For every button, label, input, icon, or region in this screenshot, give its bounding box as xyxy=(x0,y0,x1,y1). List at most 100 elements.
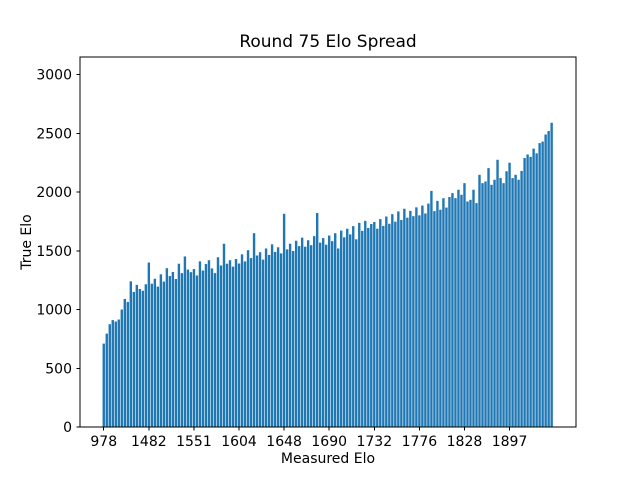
bar xyxy=(216,257,220,427)
bar xyxy=(141,290,145,427)
bar xyxy=(412,216,415,427)
bar xyxy=(514,174,517,427)
x-tick-label: 1897 xyxy=(492,434,528,450)
bar xyxy=(108,324,111,427)
x-tick-label: 1482 xyxy=(131,434,167,450)
bar xyxy=(340,230,343,427)
bar xyxy=(355,239,358,427)
bar xyxy=(192,269,196,427)
bar xyxy=(361,230,364,427)
bar xyxy=(511,178,514,427)
bar xyxy=(147,262,151,427)
y-tick-label: 2500 xyxy=(36,126,72,142)
bar xyxy=(288,243,292,427)
bar xyxy=(379,219,382,427)
bar xyxy=(255,255,259,427)
bar xyxy=(364,220,367,427)
bar xyxy=(315,212,319,427)
bar xyxy=(499,178,502,427)
bar xyxy=(418,215,421,427)
bar xyxy=(240,254,244,427)
bar xyxy=(481,183,484,427)
bar xyxy=(391,214,394,427)
bar xyxy=(328,235,331,427)
bar xyxy=(201,270,205,427)
x-tick-label: 1604 xyxy=(221,434,257,450)
bar xyxy=(186,269,190,427)
x-tick-label: 1648 xyxy=(266,434,302,450)
bar xyxy=(174,279,178,427)
bar xyxy=(114,321,117,427)
bar xyxy=(337,248,340,427)
bar xyxy=(291,251,295,427)
bar xyxy=(132,291,136,427)
x-tick-label: 1551 xyxy=(176,434,212,450)
bar xyxy=(261,259,265,427)
bar xyxy=(231,266,235,427)
bar xyxy=(162,281,166,427)
x-tick-label: 978 xyxy=(90,434,117,450)
bar xyxy=(303,246,307,427)
bar xyxy=(258,252,262,427)
bar xyxy=(442,198,445,427)
bar xyxy=(466,201,469,427)
bar xyxy=(502,183,505,427)
bar xyxy=(189,272,193,427)
bar xyxy=(544,134,547,427)
bar xyxy=(123,298,126,427)
bar xyxy=(331,241,334,427)
bar xyxy=(144,284,148,427)
bar xyxy=(424,213,427,427)
bar xyxy=(111,320,114,427)
bar xyxy=(400,220,403,427)
bar xyxy=(475,203,478,427)
bar xyxy=(373,222,376,427)
bar xyxy=(207,260,211,427)
bar xyxy=(225,263,229,427)
bar xyxy=(213,273,217,427)
bar xyxy=(234,259,238,427)
bar xyxy=(273,251,277,427)
bar xyxy=(541,141,544,427)
bar xyxy=(472,189,475,427)
bar xyxy=(138,288,142,427)
bar xyxy=(406,217,409,427)
x-tick-label: 1732 xyxy=(356,434,392,450)
bar xyxy=(117,319,120,427)
bar xyxy=(526,154,529,428)
bar xyxy=(532,148,535,427)
bar xyxy=(382,225,385,427)
bar xyxy=(403,208,406,427)
bar xyxy=(394,221,397,427)
bar xyxy=(105,333,108,427)
bar xyxy=(252,233,256,427)
bar xyxy=(156,286,160,427)
bar xyxy=(204,263,208,427)
y-tick-label: 1000 xyxy=(36,303,72,319)
x-tick-label: 1690 xyxy=(311,434,347,450)
bar xyxy=(385,216,388,427)
bar xyxy=(430,190,433,427)
bar xyxy=(210,268,214,427)
bar xyxy=(421,205,424,427)
bar xyxy=(120,309,123,427)
bar xyxy=(180,273,184,427)
bar xyxy=(276,247,280,427)
bar xyxy=(496,159,499,427)
bar xyxy=(409,210,412,427)
bar xyxy=(153,278,157,427)
bar xyxy=(460,194,463,427)
bar xyxy=(321,238,325,427)
bar xyxy=(126,301,129,427)
bar xyxy=(300,237,304,427)
bar xyxy=(478,174,481,427)
bar xyxy=(312,236,316,427)
bar xyxy=(318,242,322,427)
bar xyxy=(264,248,268,427)
bar xyxy=(517,179,520,427)
bar xyxy=(487,168,490,427)
bar xyxy=(246,250,250,427)
bar xyxy=(433,211,436,427)
bar xyxy=(547,131,550,427)
